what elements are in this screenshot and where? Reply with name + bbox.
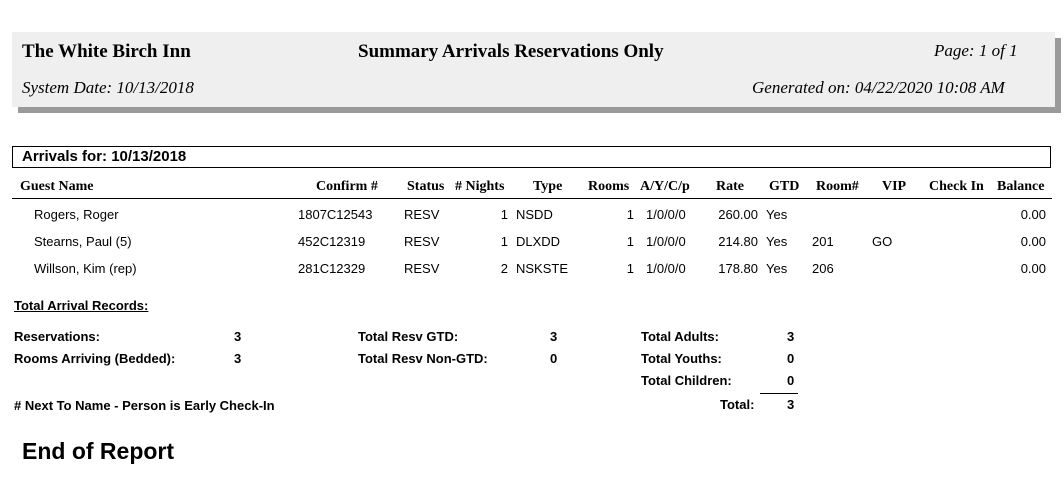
aycp: 1/0/0/0 — [646, 261, 686, 276]
header-rule — [12, 198, 1052, 199]
reservations-value: 3 — [234, 329, 242, 344]
total-label: Total: — [720, 397, 755, 412]
arrivals-for-label: Arrivals for: 10/13/2018 — [22, 148, 187, 165]
col-rooms: Rooms — [588, 179, 630, 194]
balance: 0.00 — [1020, 234, 1046, 249]
footnote: # Next To Name - Person is Early Check-I… — [14, 398, 275, 413]
rooms-arriving-value: 3 — [234, 351, 242, 366]
col-aycp: A/Y/C/p — [640, 179, 690, 194]
balance: 0.00 — [1020, 207, 1046, 222]
youths-value: 0 — [787, 351, 795, 366]
youths-label: Total Youths: — [641, 351, 722, 366]
rooms: 1 — [626, 234, 634, 249]
rooms: 1 — [626, 261, 634, 276]
children-label: Total Children: — [641, 373, 732, 388]
room-type: DLXDD — [516, 234, 561, 249]
generated-on: Generated on: 04/22/2020 10:08 AM — [752, 78, 1005, 97]
col-room: Room# — [816, 179, 859, 194]
arrivals-for-box — [12, 146, 1051, 168]
system-date: System Date: 10/13/2018 — [22, 78, 194, 97]
room-number: 206 — [812, 261, 834, 276]
resv-non-gtd-label: Total Resv Non-GTD: — [358, 351, 488, 366]
page-indicator: Page: 1 of 1 — [934, 41, 1018, 60]
total-value: 3 — [787, 397, 795, 412]
gtd: Yes — [766, 261, 788, 276]
aycp: 1/0/0/0 — [646, 207, 686, 222]
rate: 214.80 — [718, 234, 758, 249]
totals-heading: Total Arrival Records: — [14, 298, 149, 313]
nights: 1 — [500, 234, 508, 249]
adults-label: Total Adults: — [641, 329, 719, 344]
gtd: Yes — [766, 234, 788, 249]
guest-name: Willson, Kim (rep) — [34, 261, 137, 276]
room-type: NSDD — [516, 207, 553, 222]
total-rule — [760, 393, 798, 394]
resv-gtd-value: 3 — [550, 329, 558, 344]
confirm-number: 281C12329 — [298, 261, 366, 276]
aycp: 1/0/0/0 — [646, 234, 686, 249]
rooms: 1 — [626, 207, 634, 222]
status: RESV — [404, 234, 440, 249]
children-value: 0 — [787, 373, 795, 388]
rooms-arriving-label: Rooms Arriving (Bedded): — [14, 351, 176, 366]
gtd: Yes — [766, 207, 788, 222]
rate: 260.00 — [718, 207, 758, 222]
col-guest-name: Guest Name — [20, 179, 94, 194]
status: RESV — [404, 261, 440, 276]
col-check-in: Check In — [929, 179, 984, 194]
nights: 1 — [500, 207, 508, 222]
reservations-label: Reservations: — [14, 329, 100, 344]
room-type: NSKSTE — [516, 261, 569, 276]
report-title: Summary Arrivals Reservations Only — [358, 41, 664, 62]
col-confirm: Confirm # — [316, 179, 378, 194]
report-header — [12, 32, 1055, 107]
resv-non-gtd-value: 0 — [550, 351, 558, 366]
end-of-report: End of Report — [22, 438, 175, 464]
rate: 178.80 — [718, 261, 758, 276]
confirm-number: 452C12319 — [298, 234, 366, 249]
inn-name: The White Birch Inn — [22, 41, 191, 62]
confirm-number: 1807C12543 — [298, 207, 373, 222]
vip: GO — [872, 234, 893, 249]
nights: 2 — [500, 261, 508, 276]
guest-name: Rogers, Roger — [34, 207, 119, 222]
col-status: Status — [407, 179, 445, 194]
balance: 0.00 — [1020, 261, 1046, 276]
room-number: 201 — [812, 234, 834, 249]
resv-gtd-label: Total Resv GTD: — [358, 329, 459, 344]
col-nights: # Nights — [455, 179, 505, 194]
adults-value: 3 — [787, 329, 795, 344]
col-vip: VIP — [882, 179, 907, 194]
status: RESV — [404, 207, 440, 222]
col-rate: Rate — [716, 179, 744, 194]
col-type: Type — [533, 179, 563, 194]
guest-name: Stearns, Paul (5) — [34, 234, 132, 249]
col-gtd: GTD — [769, 179, 800, 194]
col-balance: Balance — [997, 179, 1045, 194]
